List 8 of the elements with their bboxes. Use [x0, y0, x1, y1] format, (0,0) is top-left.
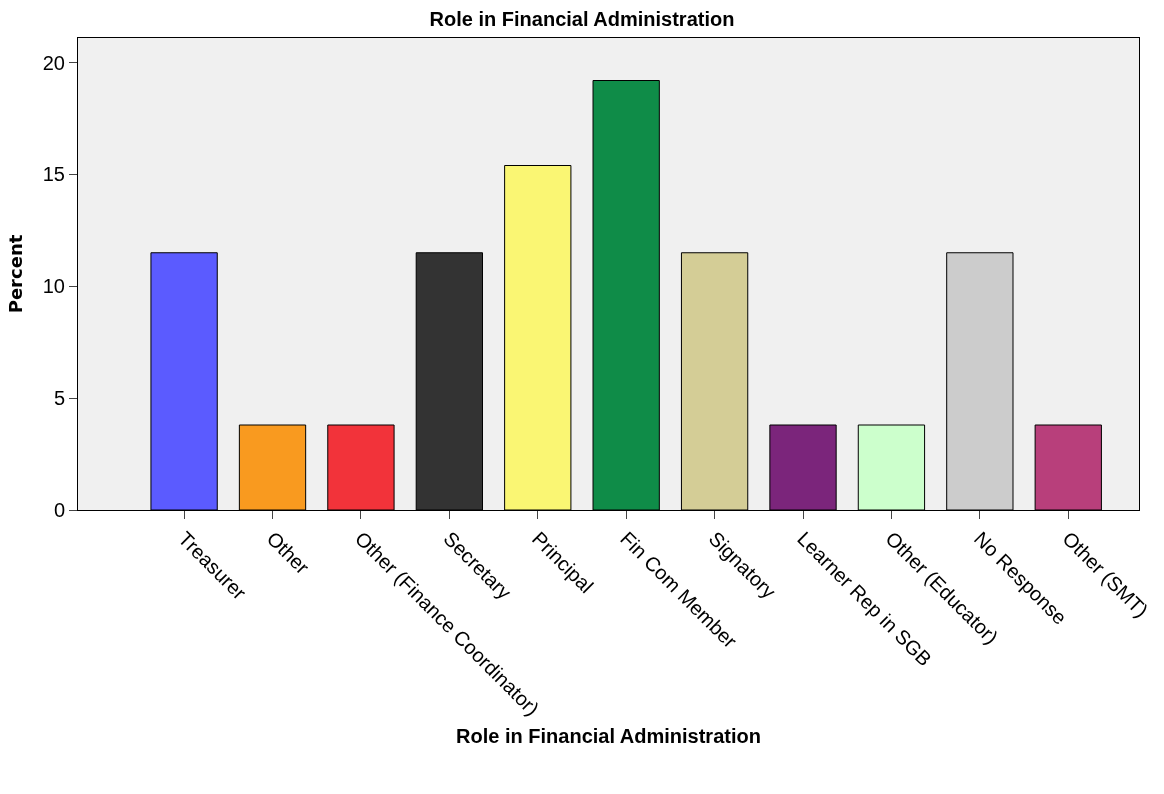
chart-title: Role in Financial Administration — [429, 7, 735, 30]
y-tick-label: 10 — [42, 275, 65, 298]
x-axis-title: Role in Financial Administration — [456, 725, 761, 748]
y-tick-label: 15 — [42, 163, 65, 186]
y-axis-title: Percent — [4, 234, 26, 314]
y-tick-label: 5 — [53, 387, 65, 410]
y-tick-label: 20 — [42, 51, 65, 74]
y-tick-label: 0 — [53, 499, 65, 521]
